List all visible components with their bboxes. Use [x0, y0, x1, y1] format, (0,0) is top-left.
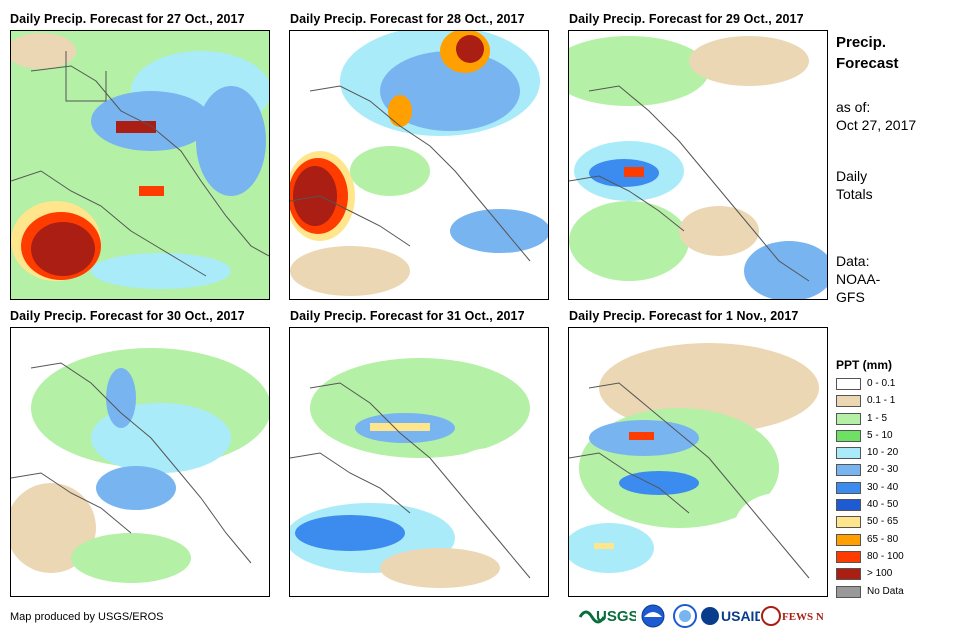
legend-swatch: [836, 585, 861, 598]
legend-swatch: [836, 568, 861, 581]
precip-map-oct30: [11, 328, 269, 596]
sidebar-data-source: Data: NOAA- GFS: [836, 252, 880, 306]
legend-swatch: [836, 533, 861, 546]
sidebar-asof: as of: Oct 27, 2017: [836, 98, 916, 134]
map-panel-oct27: [10, 30, 270, 300]
sidebar-title-line2: Forecast: [836, 55, 899, 72]
sidebar-totals-line1: Daily: [836, 168, 868, 184]
usaid-logo-text: USAID: [721, 608, 760, 624]
legend-label: > 100: [867, 568, 893, 580]
legend-swatch: [836, 447, 861, 460]
legend-swatch: [836, 550, 861, 563]
panel-title-6: Daily Precip. Forecast for 1 Nov., 2017: [569, 309, 799, 323]
fewsnet-logo-mark: FEWS NET: [761, 606, 839, 626]
legend-swatch: [836, 516, 861, 529]
legend-label: No Data: [867, 585, 904, 597]
precip-map-oct31: [290, 328, 548, 596]
sidebar-title-line1: Precip.: [836, 34, 887, 51]
panel-title-3: Daily Precip. Forecast for 29 Oct., 2017: [569, 12, 804, 26]
legend-title: PPT (mm): [836, 358, 893, 372]
legend-swatch: [836, 481, 861, 494]
legend-label: 50 - 65: [867, 516, 899, 528]
sidebar-title: Precip. Forecast: [836, 32, 899, 74]
legend-swatch: [836, 395, 861, 408]
legend-label: 0 - 0.1: [867, 378, 896, 389]
panel-title-5: Daily Precip. Forecast for 31 Oct., 2017: [290, 309, 525, 323]
map-panel-oct31: [289, 327, 549, 597]
legend-swatch: [836, 464, 861, 477]
usgs-logo: USGS: [578, 603, 639, 634]
panel-title-1: Daily Precip. Forecast for 27 Oct., 2017: [10, 12, 245, 26]
sidebar-data-line2: NOAA-: [836, 271, 881, 287]
legend-swatch: [836, 499, 861, 512]
legend-label: 80 - 100: [867, 550, 904, 562]
legend-label: 40 - 50: [867, 499, 899, 511]
usgs-logo-text: USGS: [596, 608, 636, 625]
sidebar-data-line3: GFS: [836, 289, 865, 305]
legend-label: 1 - 5: [867, 412, 888, 424]
sidebar-totals-line2: Totals: [836, 186, 873, 202]
precip-map-oct28: [290, 31, 548, 299]
nasa-logo-mark: [673, 604, 697, 628]
legend-label: 0.1 - 1: [867, 395, 896, 407]
legend-swatch: [836, 429, 861, 442]
legend-label: 5 - 10: [867, 429, 893, 441]
usgs-logo-mark: USGS: [578, 608, 639, 625]
fewsnet-logo: FEWS NET: [761, 603, 839, 634]
noaa-logo-mark: [641, 604, 665, 628]
map-panel-oct30: [10, 327, 270, 597]
precip-map-oct29: [569, 31, 827, 299]
sidebar-asof-date: Oct 27, 2017: [836, 117, 917, 133]
legend-swatch: [836, 378, 861, 390]
noaa-logo: [640, 603, 666, 634]
panel-title-2: Daily Precip. Forecast for 28 Oct., 2017: [290, 12, 525, 26]
map-panel-oct29: [568, 30, 828, 300]
map-panel-oct28: [289, 30, 549, 300]
sidebar-totals: Daily Totals: [836, 167, 873, 203]
usaid-logo-mark: USAID: [701, 607, 765, 625]
precip-map-oct27: [11, 31, 269, 299]
map-credit: Map produced by USGS/EROS: [10, 611, 164, 623]
legend-label: 65 - 80: [867, 533, 899, 545]
sidebar-asof-label: as of:: [836, 99, 871, 115]
map-panel-nov1: [568, 327, 828, 597]
panel-title-4: Daily Precip. Forecast for 30 Oct., 2017: [10, 309, 245, 323]
partner-logos: USGS USAID FEWS NET: [578, 603, 839, 634]
sidebar-data-line1: Data:: [836, 253, 870, 269]
nasa-logo: [672, 603, 698, 634]
usaid-logo: USAID: [700, 603, 765, 634]
legend-swatch: [836, 412, 861, 425]
legend-label: 20 - 30: [867, 464, 899, 476]
legend-label: 10 - 20: [867, 447, 899, 459]
fewsnet-logo-text: FEWS NET: [782, 611, 823, 623]
precip-map-nov1: [569, 328, 827, 596]
legend-label: 30 - 40: [867, 481, 899, 493]
